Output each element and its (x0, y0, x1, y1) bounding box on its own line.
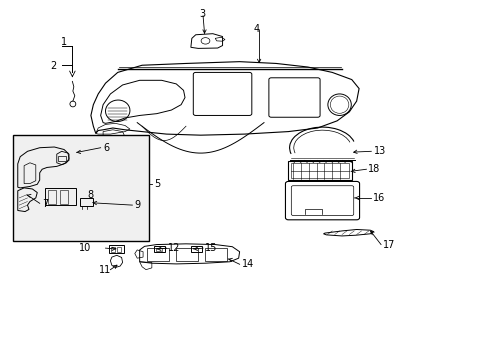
Text: 4: 4 (253, 24, 259, 34)
Text: 18: 18 (367, 164, 380, 174)
Bar (147, 248, 168, 261)
Bar (44, 188, 76, 205)
Text: 16: 16 (372, 193, 385, 203)
Bar (109, 244, 123, 253)
Text: 11: 11 (99, 265, 111, 275)
Text: 17: 17 (382, 240, 395, 250)
Text: 6: 6 (103, 143, 109, 153)
Bar (80, 198, 93, 206)
Text: 8: 8 (88, 190, 94, 200)
Text: 7: 7 (42, 199, 48, 210)
Bar (205, 248, 227, 261)
Bar (58, 156, 65, 161)
Bar (156, 248, 162, 251)
Bar (60, 190, 68, 204)
Bar (290, 163, 348, 178)
Text: 13: 13 (373, 146, 385, 156)
Bar (111, 247, 115, 252)
Text: 1: 1 (61, 37, 67, 47)
Bar (117, 247, 121, 252)
Bar (288, 161, 351, 180)
Text: 5: 5 (154, 179, 160, 189)
Bar (176, 248, 198, 261)
Bar (190, 246, 201, 252)
Text: 9: 9 (135, 200, 141, 210)
Bar (47, 190, 56, 204)
Text: 14: 14 (241, 259, 253, 269)
Bar (13, 135, 149, 241)
Text: 3: 3 (199, 9, 205, 19)
Text: 15: 15 (204, 243, 217, 253)
Bar (154, 246, 164, 252)
Text: 12: 12 (168, 243, 181, 253)
Text: 10: 10 (79, 243, 91, 253)
Text: 2: 2 (50, 61, 57, 71)
